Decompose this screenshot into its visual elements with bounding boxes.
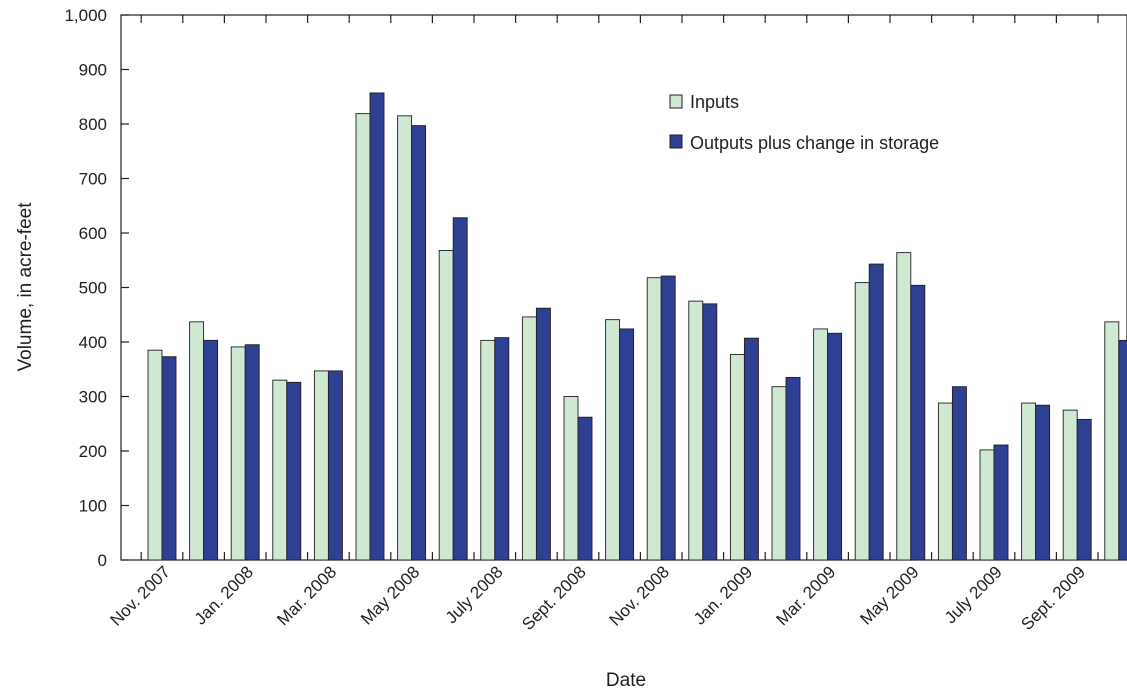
- bar-outputs: [660, 275, 676, 561]
- x-tick-label: Nov. 2008: [606, 562, 673, 629]
- y-tick-label: 800: [79, 115, 107, 134]
- bar-outputs: [244, 344, 260, 561]
- y-tick-label: 1,000: [64, 6, 107, 25]
- bar-inputs: [896, 252, 912, 561]
- x-tick-label: Jan. 2008: [191, 562, 257, 628]
- bar-inputs: [563, 396, 579, 561]
- bar-outputs: [452, 217, 468, 561]
- x-tick-label: Mar. 2009: [773, 562, 840, 629]
- legend-swatch-outputs: [669, 134, 683, 149]
- x-tick-label: Mar. 2008: [273, 562, 340, 629]
- bar-inputs: [438, 249, 454, 561]
- bar-inputs: [813, 328, 829, 561]
- bar-inputs: [521, 316, 537, 561]
- bar-outputs: [203, 339, 219, 561]
- bar-outputs: [868, 263, 884, 561]
- bar-outputs: [369, 92, 385, 561]
- y-tick-label: 900: [79, 61, 107, 80]
- bar-inputs: [189, 321, 205, 561]
- bar-outputs: [577, 416, 593, 561]
- x-tick-label: Sept. 2009: [1017, 562, 1089, 634]
- bar-outputs: [702, 303, 718, 561]
- bar-outputs: [951, 386, 967, 561]
- y-tick-label: 200: [79, 442, 107, 461]
- bar-outputs: [494, 337, 510, 561]
- y-tick-label: 400: [79, 333, 107, 352]
- x-tick-label: July 2008: [442, 562, 507, 627]
- bar-inputs: [480, 339, 496, 561]
- y-axis: 0 100 200 300 400 500 600 700 800 900 1,000: [64, 6, 129, 570]
- bar-outputs: [411, 125, 427, 561]
- y-tick-label: 300: [79, 388, 107, 407]
- bar-outputs: [1118, 339, 1127, 561]
- bar-inputs: [272, 379, 288, 561]
- bar-outputs: [910, 284, 926, 561]
- x-tick-label: May 2009: [856, 562, 922, 628]
- y-tick-label: 100: [79, 497, 107, 516]
- bar-inputs: [937, 402, 953, 561]
- bar-inputs: [1021, 402, 1037, 561]
- bar-inputs: [688, 300, 704, 561]
- legend-swatch-inputs: [669, 94, 683, 109]
- bar-inputs: [979, 449, 995, 561]
- legend: Inputs Outputs plus change in storage: [669, 92, 939, 153]
- bar-inputs: [1062, 409, 1078, 561]
- x-tick-label: Sept. 2008: [518, 562, 590, 634]
- bar-inputs: [771, 386, 787, 561]
- bar-outputs: [1076, 418, 1092, 561]
- bar-outputs: [827, 332, 843, 561]
- bar-inputs: [355, 113, 371, 561]
- x-tick-label: July 2009: [941, 562, 1006, 627]
- legend-label-inputs: Inputs: [690, 92, 739, 112]
- bar-outputs: [535, 307, 551, 561]
- x-tick-label: May 2008: [357, 562, 423, 628]
- bar-outputs: [327, 370, 343, 561]
- bar-outputs: [161, 356, 177, 561]
- y-tick-label: 0: [98, 551, 107, 570]
- bar-inputs: [646, 277, 662, 561]
- y-tick-label: 600: [79, 224, 107, 243]
- y-tick-label: 500: [79, 279, 107, 298]
- bar-outputs: [743, 337, 759, 561]
- bar-inputs: [397, 115, 413, 561]
- bar-outputs: [286, 381, 302, 561]
- bar-inputs: [313, 370, 329, 561]
- bar-inputs: [729, 354, 745, 561]
- bar-outputs: [619, 328, 635, 561]
- bar-series-group: [147, 92, 1127, 561]
- y-tick-label: 700: [79, 170, 107, 189]
- y-axis-title: Volume, in acre-feet: [15, 202, 36, 372]
- x-tick-label: Nov. 2007: [106, 562, 173, 629]
- x-tick-label: Jan. 2009: [690, 562, 756, 628]
- bar-outputs: [993, 444, 1009, 561]
- bar-inputs: [230, 346, 246, 561]
- bar-inputs: [854, 282, 870, 561]
- bar-inputs: [605, 319, 621, 561]
- legend-label-outputs: Outputs plus change in storage: [690, 133, 939, 153]
- bar-inputs: [147, 349, 163, 561]
- bar-inputs: [1104, 321, 1120, 561]
- bar-outputs: [1035, 404, 1051, 561]
- x-axis-title: Date: [606, 670, 646, 691]
- bar-outputs: [785, 376, 801, 561]
